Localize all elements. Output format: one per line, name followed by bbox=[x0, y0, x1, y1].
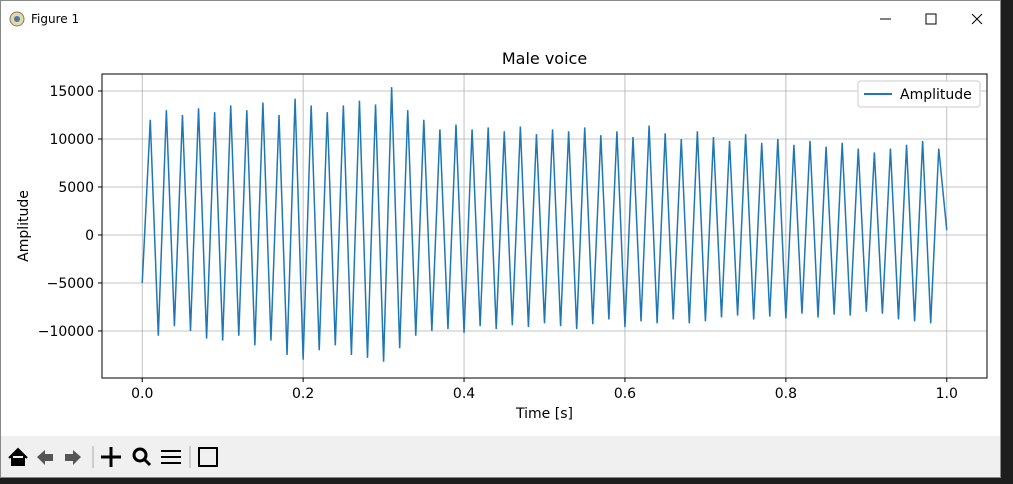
chart-title: Male voice bbox=[502, 49, 587, 68]
x-tick-label: 1.0 bbox=[936, 386, 958, 402]
window-controls[interactable] bbox=[880, 1, 1000, 37]
window-title: Figure 1 bbox=[31, 12, 80, 26]
pan-button[interactable] bbox=[101, 447, 121, 467]
app-icon bbox=[9, 11, 25, 27]
x-tick-label: 0.0 bbox=[131, 386, 153, 402]
x-axis-label: Time [s] bbox=[515, 406, 573, 422]
line bbox=[141, 87, 948, 362]
y-tick-label: 5000 bbox=[58, 180, 94, 196]
y-tick-label: 0 bbox=[85, 228, 94, 244]
legend-label: Amplitude bbox=[900, 87, 972, 103]
figure-window: Figure 1 Male voice −10000 −5000 0 5000 10000… bbox=[0, 0, 1001, 478]
save-button[interactable] bbox=[198, 447, 218, 467]
axes-frame bbox=[101, 73, 988, 379]
back-button[interactable] bbox=[37, 450, 53, 465]
y-tick-label: −5000 bbox=[47, 276, 94, 292]
x-tick-label: 0.2 bbox=[292, 386, 314, 402]
toolbar-icons bbox=[8, 446, 218, 468]
close[interactable] bbox=[971, 13, 983, 25]
y-tick-label: 15000 bbox=[49, 84, 94, 100]
y-axis-label: Amplitude bbox=[16, 190, 32, 262]
chart: Male voice −10000 −5000 0 5000 10000 15000 0.0 0… bbox=[16, 49, 988, 422]
maximize[interactable] bbox=[925, 13, 937, 25]
home-button[interactable] bbox=[8, 447, 28, 466]
title-bar: Figure 1 bbox=[1, 1, 1000, 37]
toolbar bbox=[1, 436, 1000, 477]
configure-button[interactable] bbox=[161, 450, 181, 464]
forward-button[interactable] bbox=[65, 450, 81, 465]
x-tick-label: 0.4 bbox=[453, 386, 475, 402]
y-tick-label: −10000 bbox=[38, 324, 94, 340]
x-tick-label: 0.8 bbox=[775, 386, 797, 402]
legend-box bbox=[857, 80, 981, 108]
y-tick-label: 10000 bbox=[49, 132, 94, 148]
zoom-button[interactable] bbox=[132, 447, 148, 463]
x-tick-label: 0.6 bbox=[614, 386, 636, 402]
